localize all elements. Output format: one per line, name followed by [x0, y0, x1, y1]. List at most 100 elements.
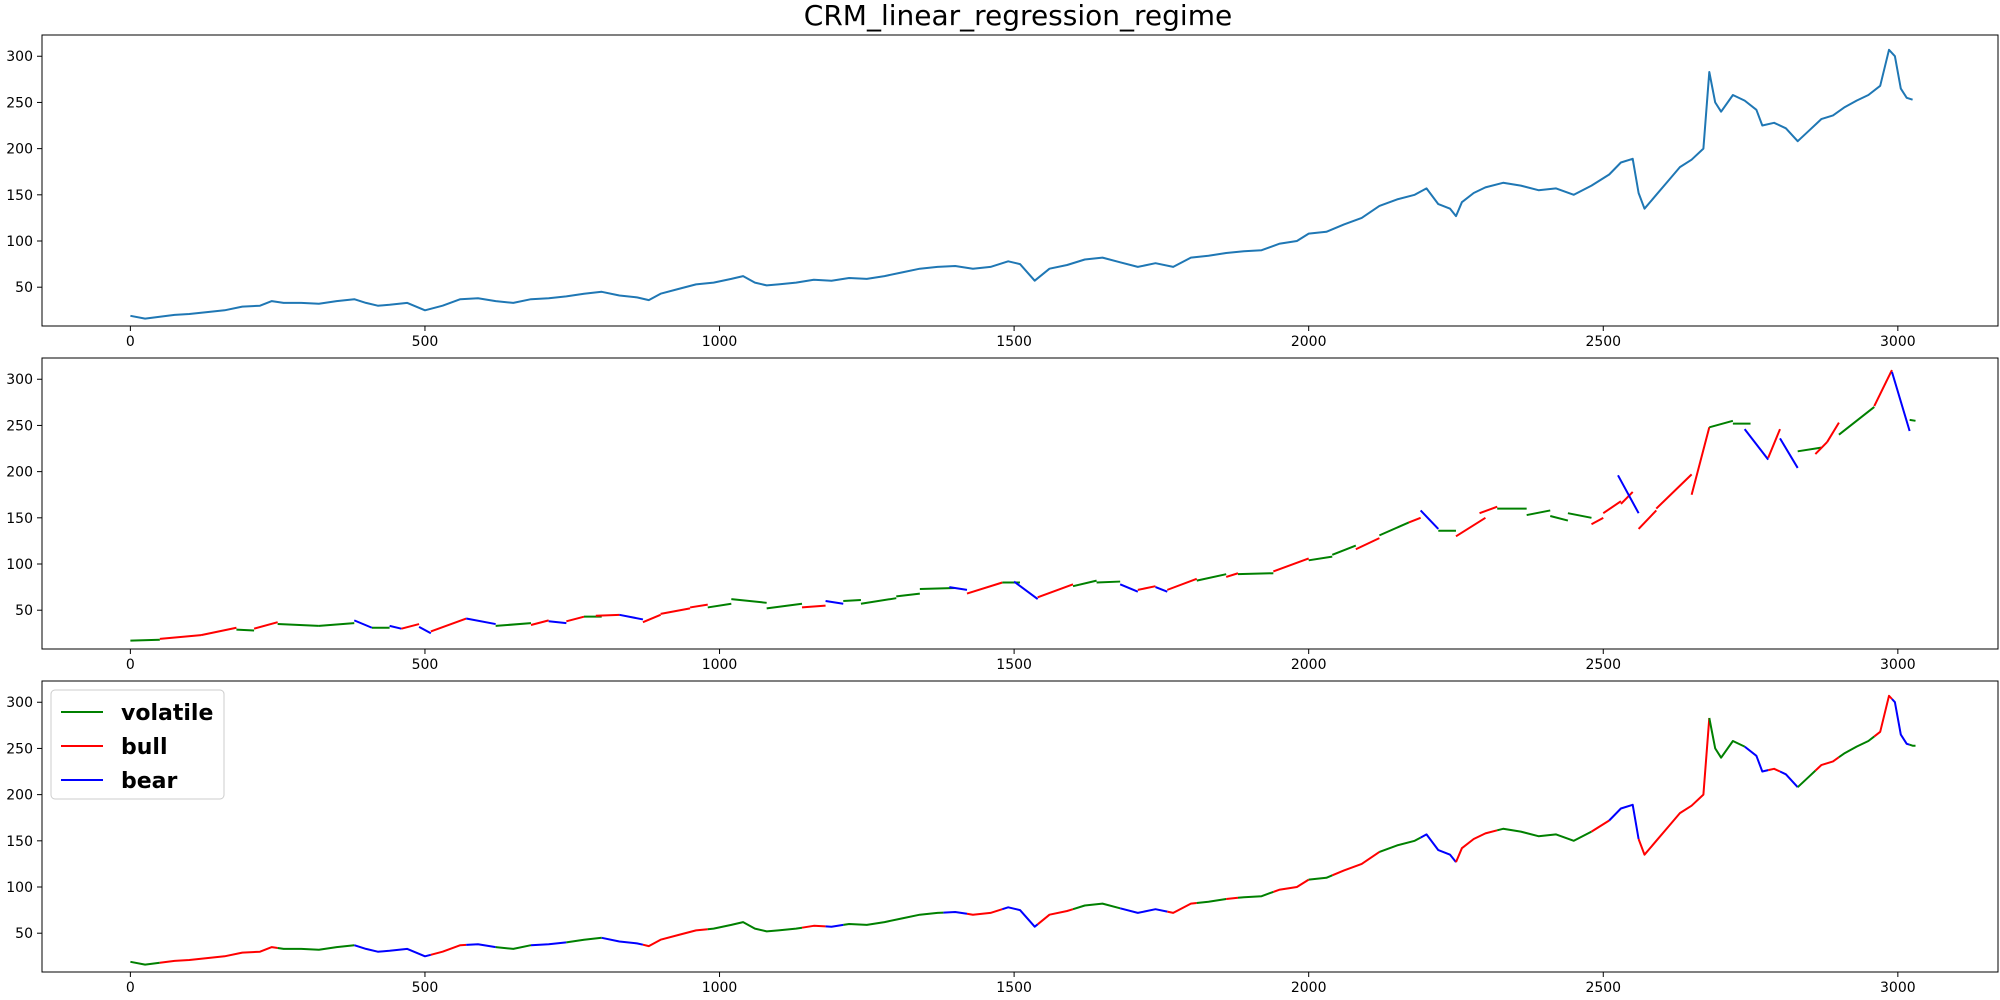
- regime-span-volatile: [1797, 769, 1817, 788]
- x-tick-label: 2500: [1585, 657, 1621, 673]
- regression-segment-volatile: [860, 597, 897, 605]
- y-tick-label: 150: [6, 188, 33, 204]
- regime-span-volatile: [1308, 874, 1333, 881]
- regression-segment-bull: [159, 634, 202, 640]
- regression-segment-bear: [418, 625, 432, 635]
- x-tick-label: 500: [412, 657, 439, 673]
- regime-span-bear: [1744, 745, 1769, 773]
- regression-segment-bear: [949, 586, 968, 591]
- regression-segment-volatile: [896, 592, 920, 598]
- y-tick-label: 200: [6, 142, 33, 158]
- regime-span-bull: [430, 943, 467, 956]
- regime-span-volatile: [707, 921, 803, 933]
- regime-span-volatile: [1196, 898, 1227, 904]
- y-tick-label: 100: [6, 557, 33, 573]
- regime-span-bear: [1779, 770, 1799, 788]
- regression-segment-volatile: [1838, 406, 1875, 436]
- regression-segment-volatile: [130, 638, 160, 642]
- regression-segment-volatile: [1567, 512, 1592, 519]
- regression-segment-bull: [801, 604, 826, 609]
- regression-segment-volatile: [1709, 419, 1734, 429]
- regression-segment-volatile: [919, 587, 956, 590]
- regime-span-bull: [1455, 829, 1498, 863]
- y-tick-label: 150: [6, 511, 33, 527]
- regression-segment-volatile: [277, 623, 319, 627]
- y-tick-label: 300: [6, 372, 33, 388]
- regime-span-bear: [1420, 833, 1457, 863]
- regression-segment-bull: [1591, 516, 1604, 526]
- regime-span-volatile: [1072, 902, 1121, 911]
- regime-span-volatile: [1496, 827, 1592, 842]
- axes-frame: [41, 357, 1999, 650]
- regression-segment-bear: [1779, 437, 1799, 469]
- regression-segment-bull: [430, 617, 467, 633]
- regression-segment-volatile: [1196, 573, 1227, 582]
- x-tick-label: 1000: [702, 657, 738, 673]
- axes-frame: [41, 680, 1999, 973]
- chart-title: CRM_linear_regression_regime: [804, 0, 1232, 32]
- regression-segment-bull: [253, 621, 278, 630]
- regime-span-volatile: [1838, 735, 1875, 759]
- y-tick-label: 300: [6, 49, 33, 65]
- regression-segment-bear: [825, 599, 844, 605]
- x-tick-label: 0: [126, 657, 135, 673]
- y-tick-label: 100: [6, 880, 33, 896]
- subplot-price: 0 500 1000 1500 2000 2500 3000 50 100 150 200 250 30…: [6, 34, 1999, 350]
- regime-span-bull: [966, 908, 1003, 916]
- x-tick-label: 1000: [702, 980, 738, 996]
- regression-segment-bear: [1743, 428, 1770, 461]
- y-tick-label: 200: [6, 788, 33, 804]
- x-tick-label: 3000: [1880, 334, 1916, 350]
- x-tick-label: 2000: [1291, 334, 1327, 350]
- regime-span-bear: [1608, 803, 1640, 840]
- regression-segment-bull: [642, 613, 662, 624]
- regression-segment-bull: [1455, 516, 1486, 538]
- regime-span-bull: [159, 946, 278, 964]
- regression-segment-bull: [595, 613, 620, 617]
- legend-box: [50, 689, 225, 800]
- y-tick-label: 50: [15, 280, 33, 296]
- x-tick-label: 500: [412, 334, 439, 350]
- regime-span-bear: [353, 944, 432, 958]
- regression-segment-bull: [660, 607, 691, 615]
- regression-segment-bear: [1419, 509, 1440, 530]
- regression-segment-bear: [1119, 583, 1139, 593]
- regression-segment-bull: [1620, 491, 1634, 505]
- y-tick-label: 100: [6, 234, 33, 250]
- regime-span-bear: [943, 911, 968, 915]
- regression-segment-bull: [1767, 428, 1781, 459]
- regression-segment-volatile: [1549, 515, 1569, 522]
- regression-segment-bull: [1272, 557, 1310, 573]
- regression-segment-bull: [1690, 427, 1711, 495]
- regression-segment-bear: [1013, 580, 1039, 600]
- regression-segment-volatile: [1526, 509, 1551, 517]
- x-tick-label: 1500: [996, 334, 1032, 350]
- subplot-regression_segments: 0 500 1000 1500 2000 2500 3000 50 100 150 200 250 30…: [6, 357, 1999, 673]
- regime-span-volatile: [1237, 890, 1274, 899]
- regression-segment-bull: [1137, 585, 1156, 591]
- subplot-regime_colored_price: 0 500 1000 1500 2000 2500 3000 50 100 150 200 250 30…: [6, 680, 1999, 996]
- regime-span-volatile: [130, 960, 160, 966]
- x-tick-label: 1500: [996, 980, 1032, 996]
- regime-span-volatile: [843, 911, 944, 926]
- y-tick-label: 300: [6, 695, 33, 711]
- regression-segment-volatile: [495, 622, 532, 627]
- regime-span-volatile: [1379, 836, 1422, 853]
- legend-label-bull: bull: [121, 735, 168, 760]
- plot-area: [130, 369, 1916, 642]
- regime-span-bull: [1037, 908, 1074, 926]
- regression-segment-volatile: [731, 598, 767, 604]
- y-tick-label: 250: [6, 741, 33, 757]
- subplots: 0 500 1000 1500 2000 2500 3000 50 100 150 200 250 30…: [6, 34, 1999, 996]
- y-tick-label: 250: [6, 95, 33, 111]
- x-tick-label: 3000: [1880, 657, 1916, 673]
- y-tick-label: 200: [6, 465, 33, 481]
- regime-span-bull: [801, 924, 826, 929]
- regime-span-bear: [466, 943, 496, 949]
- price-line: [130, 48, 1913, 320]
- regime-span-volatile: [1909, 743, 1916, 747]
- regression-segment-volatile: [1378, 521, 1410, 537]
- regression-segment-bull: [1225, 572, 1239, 578]
- regression-segment-bull: [530, 619, 549, 626]
- regression-segment-bear: [1617, 474, 1640, 514]
